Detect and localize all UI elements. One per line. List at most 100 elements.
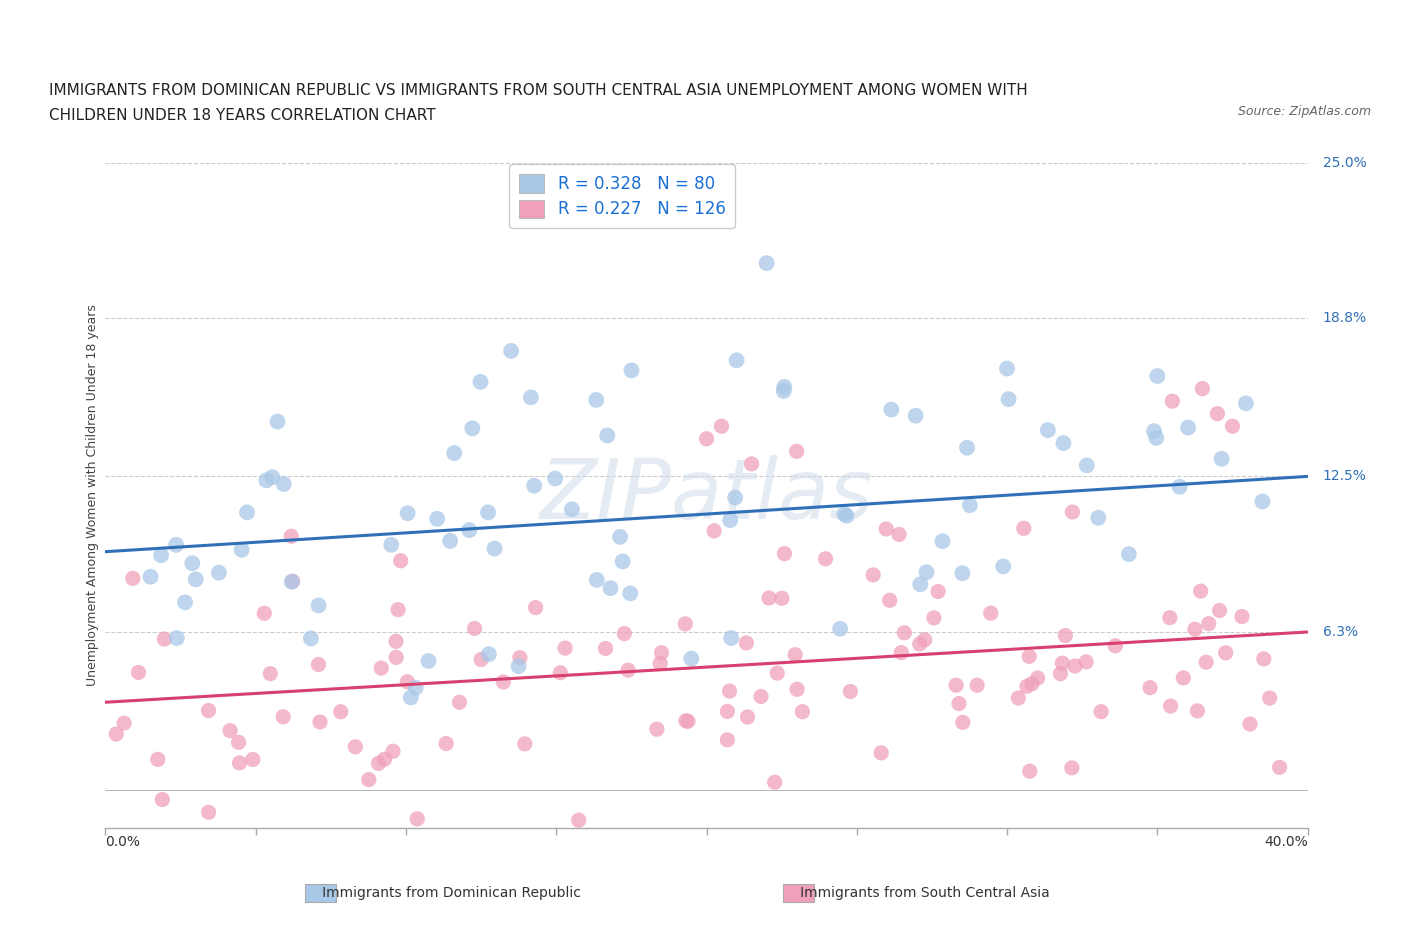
Point <box>676 714 699 729</box>
Point <box>1234 396 1257 411</box>
Point <box>344 739 367 754</box>
Point <box>952 715 974 730</box>
Text: 18.8%: 18.8% <box>1323 312 1367 326</box>
Point <box>1018 649 1040 664</box>
Point <box>308 658 330 672</box>
Point <box>1074 655 1097 670</box>
Point <box>470 375 492 390</box>
Point <box>1187 703 1209 718</box>
Point <box>492 674 515 689</box>
Point <box>1104 638 1126 653</box>
Point <box>681 651 703 666</box>
Point <box>399 690 422 705</box>
Point <box>262 470 284 485</box>
Point <box>1054 628 1077 643</box>
Point <box>993 559 1015 574</box>
Point <box>758 591 780 605</box>
Point <box>620 363 643 378</box>
Point <box>1090 704 1112 719</box>
Point <box>927 584 949 599</box>
Point <box>1195 655 1218 670</box>
Point <box>595 641 617 656</box>
Point <box>1015 679 1038 694</box>
Point <box>1191 381 1213 396</box>
Point <box>1118 547 1140 562</box>
Text: Immigrants from South Central Asia: Immigrants from South Central Asia <box>787 885 1050 900</box>
Point <box>773 379 796 394</box>
Point <box>165 538 187 552</box>
Point <box>242 752 264 767</box>
Text: 0.0%: 0.0% <box>105 835 141 849</box>
Point <box>1173 671 1195 685</box>
Point <box>281 574 304 589</box>
Point <box>1021 676 1043 691</box>
Point <box>128 665 150 680</box>
Point <box>839 684 862 699</box>
Point <box>786 444 808 458</box>
Point <box>1026 671 1049 685</box>
Point <box>904 408 927 423</box>
Text: ZIP​atlas: ZIP​atlas <box>540 455 873 536</box>
Point <box>718 684 741 698</box>
Point <box>396 506 419 521</box>
Point <box>922 610 945 625</box>
Point <box>236 505 259 520</box>
Point <box>385 634 408 649</box>
Point <box>443 445 465 460</box>
Point <box>174 595 197 610</box>
Point <box>908 637 931 652</box>
Point <box>1052 656 1074 671</box>
Point <box>1012 521 1035 536</box>
Point <box>1160 698 1182 713</box>
Point <box>197 703 219 718</box>
Point <box>931 534 953 549</box>
Point <box>439 534 461 549</box>
Point <box>387 602 409 617</box>
Point <box>910 577 932 591</box>
Point <box>1161 393 1184 408</box>
Point <box>197 804 219 819</box>
Point <box>405 680 427 695</box>
Point <box>1268 760 1291 775</box>
Point <box>1052 435 1074 450</box>
Point <box>166 631 188 645</box>
Point <box>980 605 1002 620</box>
Point <box>1144 431 1167 445</box>
Point <box>253 605 276 620</box>
Point <box>406 812 429 827</box>
Point <box>228 755 250 770</box>
Point <box>259 666 281 681</box>
Point <box>121 571 143 586</box>
Point <box>675 713 697 728</box>
Point <box>650 645 672 660</box>
Point <box>1211 451 1233 466</box>
Point <box>945 678 967 693</box>
Point <box>585 573 607 588</box>
Point <box>426 512 449 526</box>
Point <box>875 522 897 537</box>
Point <box>832 507 855 522</box>
Point <box>887 527 910 542</box>
Point <box>1159 610 1181 625</box>
Point <box>716 704 738 719</box>
Point <box>1018 764 1040 778</box>
Point <box>1230 609 1253 624</box>
Point <box>1007 691 1029 706</box>
Point <box>389 553 412 568</box>
Point <box>550 665 572 680</box>
Point <box>228 735 250 750</box>
Point <box>950 565 973 580</box>
Text: 25.0%: 25.0% <box>1323 155 1367 170</box>
Point <box>477 505 499 520</box>
Point <box>1036 422 1059 437</box>
Point <box>785 647 807 662</box>
Point <box>1177 420 1199 435</box>
Point <box>478 646 501 661</box>
Point <box>299 631 322 645</box>
Text: CHILDREN UNDER 18 YEARS CORRELATION CHART: CHILDREN UNDER 18 YEARS CORRELATION CHAR… <box>49 108 436 123</box>
Point <box>956 440 979 455</box>
Point <box>1168 479 1191 494</box>
Point <box>1198 617 1220 631</box>
Point <box>770 591 793 605</box>
Point <box>879 593 901 608</box>
